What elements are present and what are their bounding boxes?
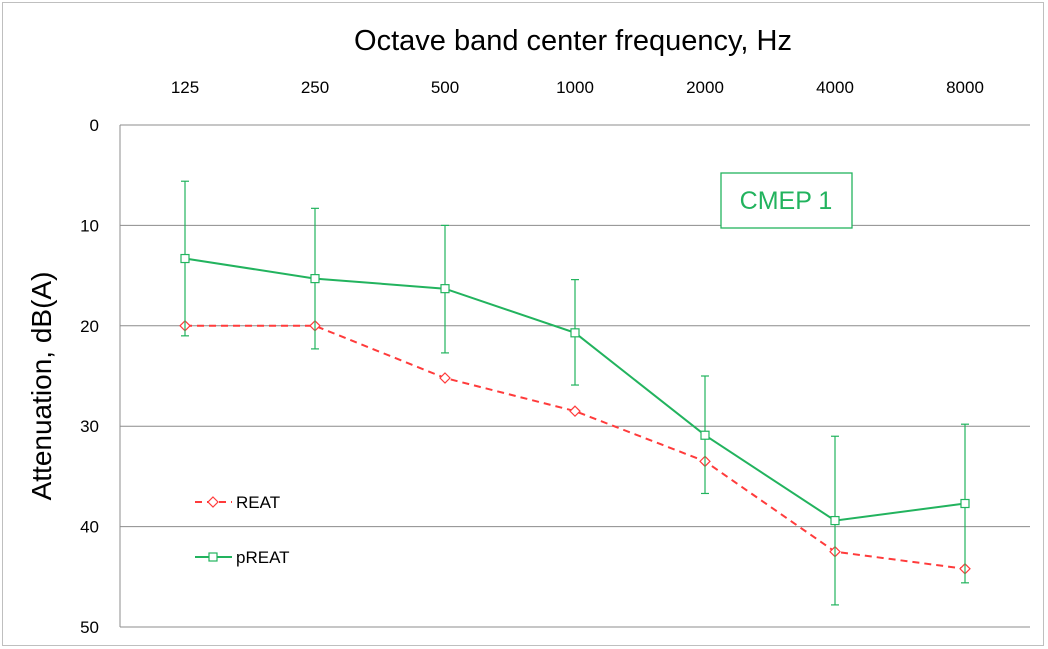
x-tick-labels: 125 250 500 1000 2000 4000 8000 [171, 78, 984, 97]
data-point [310, 274, 320, 284]
chart-title: Octave band center frequency, Hz [354, 25, 792, 57]
y-tick-label: 30 [80, 417, 99, 436]
legend-label: pREAT [236, 548, 290, 567]
data-point [960, 498, 970, 509]
data-point [700, 430, 710, 440]
data-point [439, 372, 451, 384]
legend-marker [208, 552, 218, 562]
legend: REAT pREAT [195, 493, 290, 567]
data-point [570, 328, 580, 338]
x-tick-label: 125 [171, 78, 199, 97]
x-tick-label: 8000 [946, 78, 984, 97]
y-tick-label: 50 [80, 618, 99, 637]
y-tick-label: 10 [80, 216, 99, 235]
x-tick-label: 250 [301, 78, 329, 97]
x-tick-label: 1000 [556, 78, 594, 97]
legend-marker [207, 496, 219, 508]
annotation-label: CMEP 1 [740, 187, 833, 215]
x-tick-label: 2000 [686, 78, 724, 97]
x-tick-label: 4000 [816, 78, 854, 97]
data-point [569, 405, 581, 417]
grid [119, 124, 1030, 628]
legend-label: REAT [236, 493, 280, 512]
data-point [180, 253, 190, 264]
y-axis-label: Attenuation, dB(A) [26, 272, 57, 501]
annotation-border [720, 172, 853, 229]
y-tick-label: 40 [80, 518, 99, 537]
data-point [830, 515, 840, 526]
x-tick-label: 500 [431, 78, 459, 97]
series-pREAT [180, 180, 970, 606]
y-tick-labels: 0 10 20 30 40 50 [80, 116, 99, 637]
y-tick-label: 20 [80, 317, 99, 336]
y-tick-label: 0 [90, 116, 99, 135]
data-point [440, 284, 450, 294]
annotation-box: CMEP 1 [720, 172, 853, 229]
series-layer [179, 180, 971, 606]
